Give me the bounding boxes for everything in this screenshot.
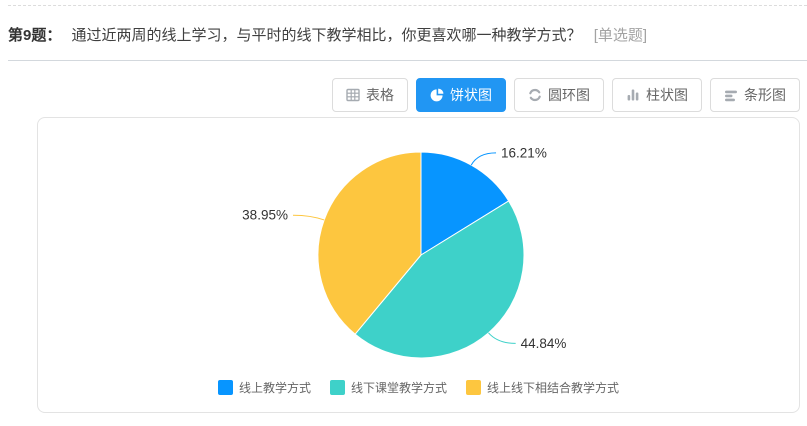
legend-item[interactable]: 线上线下相结合教学方式 [466, 379, 619, 396]
donut-chart-icon [528, 88, 542, 102]
dashed-divider [8, 5, 807, 6]
column-chart-label: 柱状图 [646, 87, 688, 103]
header-divider [8, 60, 807, 61]
slice-percentage-label: 16.21% [501, 145, 547, 160]
chart-type-toolbar: 表格 饼状图 圆环图 [332, 78, 800, 112]
pie-chart-label: 饼状图 [450, 87, 492, 103]
table-icon [346, 88, 360, 102]
donut-chart-button[interactable]: 圆环图 [514, 78, 604, 112]
bar-chart-label: 条形图 [744, 87, 786, 103]
question-type-tag: [单选题] [593, 27, 648, 44]
column-chart-icon [626, 88, 640, 102]
pie-chart: 16.21% 44.84% 38.95% [242, 145, 567, 359]
question-text: 通过近两周的线上学习，与平时的线下教学相比，你更喜欢哪一种教学方式？ [71, 27, 582, 44]
pie-chart-icon [430, 88, 444, 102]
question-header: 第9题： 通过近两周的线上学习，与平时的线下教学相比，你更喜欢哪一种教学方式？ … [8, 24, 799, 45]
question-number: 第9题： [8, 27, 62, 44]
legend-swatch [329, 380, 345, 395]
legend-swatch [217, 380, 233, 395]
legend-label: 线上线下相结合教学方式 [487, 381, 620, 395]
label-leader-line [470, 152, 497, 166]
donut-chart-label: 圆环图 [548, 87, 590, 103]
legend-label: 线下课堂教学方式 [350, 381, 447, 395]
chart-card: 16.21% 44.84% 38.95% 线上教学方式 线下课堂教学方式 线上线下相… [37, 117, 800, 413]
column-chart-button[interactable]: 柱状图 [612, 78, 702, 112]
table-view-label: 表格 [366, 87, 394, 103]
chart-legend: 线上教学方式 线下课堂教学方式 线上线下相结合教学方式 [38, 379, 799, 396]
slice-percentage-label: 44.84% [521, 336, 567, 351]
bar-chart-icon [724, 88, 738, 102]
legend-swatch [466, 380, 481, 395]
pie-slice[interactable] [420, 151, 510, 256]
slice-percentage-label: 38.95% [242, 208, 288, 223]
pie-slice[interactable] [354, 200, 525, 359]
table-view-button[interactable]: 表格 [332, 78, 408, 112]
pie-chart-button[interactable]: 饼状图 [416, 78, 506, 112]
label-leader-line [488, 332, 516, 344]
label-leader-line [292, 214, 325, 221]
legend-item[interactable]: 线上教学方式 [217, 379, 311, 396]
legend-label: 线上教学方式 [238, 381, 311, 395]
bar-chart-button[interactable]: 条形图 [710, 78, 800, 112]
legend-item[interactable]: 线下课堂教学方式 [329, 379, 447, 396]
